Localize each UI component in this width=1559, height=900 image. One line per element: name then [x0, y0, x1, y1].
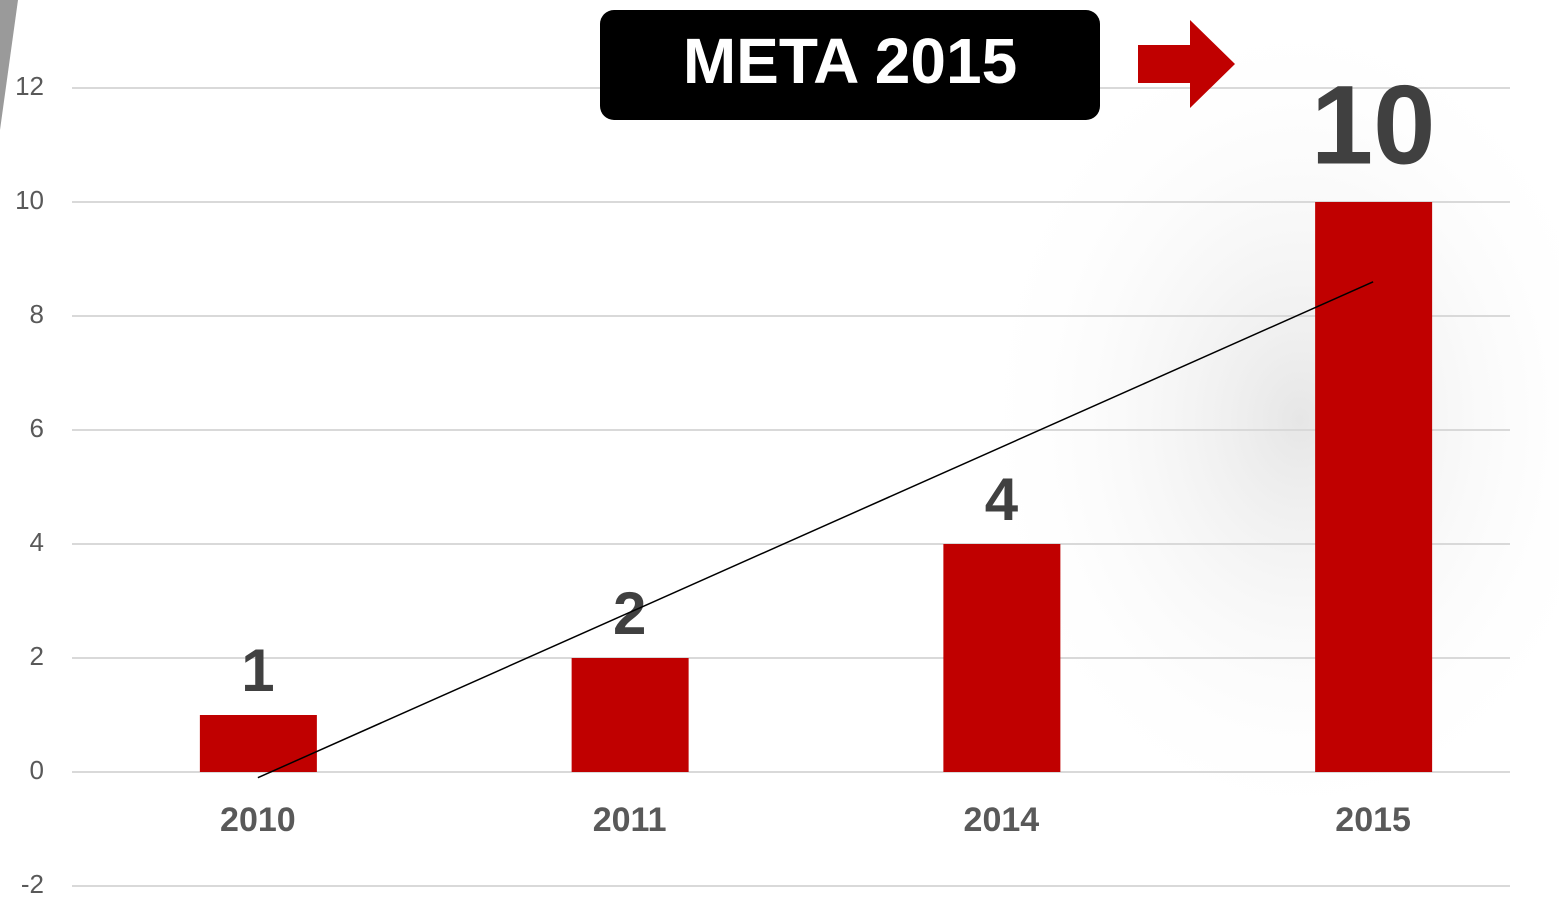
value-label: 4: [985, 466, 1019, 533]
chart: -2 0 2 4 6 8 10 12 2010 1 2011 2 2014 4 2015 10 META 20…: [0, 0, 1559, 900]
bar: [943, 544, 1060, 772]
annotation: META 2015: [683, 25, 1017, 97]
y-tick-label: 0: [30, 755, 44, 785]
x-tick-label: 2011: [593, 801, 667, 839]
y-tick-label: -2: [21, 869, 44, 899]
value-label: 1: [241, 637, 274, 704]
y-tick-label: 10: [15, 185, 44, 215]
y-tick-label: 2: [30, 641, 44, 671]
y-tick-label: 12: [15, 71, 44, 101]
corner-decoration: [0, 0, 18, 130]
x-tick-label: 2015: [1335, 801, 1411, 839]
y-tick-label: 6: [30, 413, 44, 443]
x-tick-label: 2010: [220, 801, 296, 839]
bar: [1315, 202, 1432, 772]
bar: [572, 658, 689, 772]
value-label: 10: [1311, 63, 1436, 188]
y-tick-label: 8: [30, 299, 44, 329]
bar: [200, 715, 317, 772]
x-tick-label: 2014: [964, 801, 1040, 839]
y-tick-label: 4: [30, 527, 44, 557]
value-label: 2: [613, 580, 646, 647]
